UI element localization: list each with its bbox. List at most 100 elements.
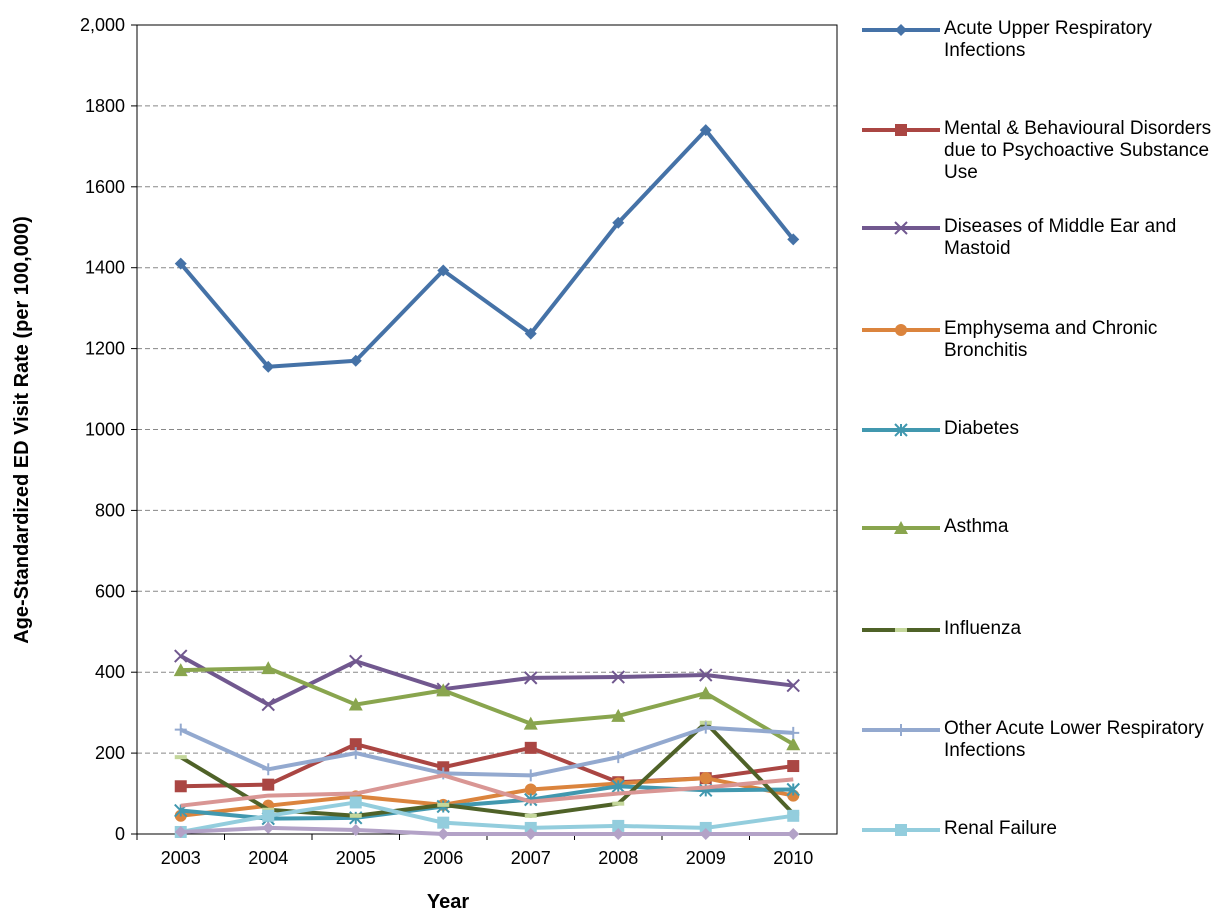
x-axis-title: Year: [427, 891, 469, 913]
marker: [699, 668, 713, 682]
x-tick-label: 2007: [511, 848, 551, 868]
marker: [349, 354, 362, 367]
marker: [894, 521, 908, 534]
marker: [174, 780, 187, 793]
marker: [787, 233, 800, 246]
marker: [786, 678, 800, 693]
legend-label: Mental & Behavioural Disorders due to Ps…: [944, 118, 1212, 183]
marker: [699, 821, 712, 834]
marker: [611, 670, 625, 684]
legend-label: Acute Upper Respiratory Infections: [944, 18, 1153, 61]
marker: [895, 124, 907, 136]
legend-label: Other Acute Lower Respiratory Infections: [944, 718, 1204, 761]
marker: [437, 761, 450, 774]
marker: [262, 809, 275, 822]
x-tick-label: 2005: [336, 848, 376, 868]
marker: [699, 721, 712, 734]
marker: [895, 824, 907, 836]
legend-label: Renal Failure: [944, 818, 1057, 839]
marker: [437, 828, 450, 840]
marker: [524, 821, 537, 834]
marker: [261, 697, 275, 712]
y-tick-label: 1200: [85, 339, 125, 359]
series-line: [179, 725, 794, 778]
marker: [349, 738, 362, 751]
marker: [349, 747, 362, 760]
marker: [262, 807, 275, 812]
marker: [437, 816, 450, 829]
x-tick-label: 2004: [248, 848, 288, 868]
marker: [524, 741, 537, 754]
series-line: [180, 776, 794, 818]
legend-label: Influenza: [944, 618, 1022, 639]
marker: [261, 661, 276, 675]
marker: [262, 821, 275, 834]
marker: [523, 716, 538, 730]
y-tick-label: 600: [95, 581, 125, 601]
x-tick-label: 2009: [686, 848, 726, 868]
y-tick-label: 200: [95, 743, 125, 763]
marker: [437, 264, 450, 277]
marker: [787, 828, 800, 840]
marker: [894, 221, 908, 235]
marker: [699, 828, 712, 840]
marker: [436, 683, 451, 697]
series-line: [179, 128, 795, 369]
marker: [173, 663, 188, 677]
marker: [612, 828, 625, 840]
marker: [174, 649, 188, 663]
marker: [262, 763, 275, 776]
x-tick-label: 2003: [161, 848, 201, 868]
legend-label: Emphysema and Chronic Bronchitis: [944, 318, 1158, 361]
marker: [349, 654, 363, 668]
y-tick-label: 400: [95, 662, 125, 682]
marker: [349, 796, 362, 809]
marker: [174, 257, 187, 270]
legend-label: Diabetes: [944, 418, 1019, 439]
marker: [524, 813, 537, 818]
series-line: [180, 800, 794, 834]
marker: [699, 772, 712, 785]
marker: [262, 360, 275, 373]
marker: [262, 778, 275, 791]
series-line: [180, 825, 794, 836]
series-line: [179, 720, 795, 818]
y-axis-title: Age-Standardized ED Visit Rate (per 100,…: [11, 216, 33, 644]
y-tick-label: 1400: [85, 258, 125, 278]
marker: [787, 760, 800, 773]
marker: [612, 751, 625, 764]
marker: [524, 783, 537, 796]
marker: [612, 819, 625, 832]
marker: [787, 726, 800, 739]
legend-label: Asthma: [944, 516, 1009, 537]
y-tick-label: 1600: [85, 177, 125, 197]
x-tick-label: 2008: [598, 848, 638, 868]
marker: [894, 423, 908, 437]
marker: [787, 809, 800, 822]
marker: [524, 671, 538, 685]
marker: [437, 802, 450, 807]
y-tick-label: 1800: [85, 96, 125, 116]
marker: [786, 737, 801, 751]
marker: [349, 823, 362, 836]
marker: [524, 327, 537, 340]
marker: [174, 825, 187, 838]
marker: [895, 628, 907, 632]
series-line: [180, 773, 794, 808]
marker: [611, 708, 626, 722]
marker: [612, 801, 625, 806]
y-tick-label: 800: [95, 500, 125, 520]
legend-label: Diseases of Middle Ear and Mastoid: [944, 216, 1177, 259]
y-tick-label: 0: [115, 824, 125, 844]
y-tick-label: 1000: [85, 420, 125, 440]
marker: [348, 697, 363, 711]
marker: [174, 755, 187, 760]
series-line: [180, 666, 795, 746]
marker: [895, 724, 907, 736]
marker: [174, 723, 187, 736]
series-line: [179, 654, 794, 707]
x-tick-label: 2006: [423, 848, 463, 868]
marker: [612, 216, 625, 229]
